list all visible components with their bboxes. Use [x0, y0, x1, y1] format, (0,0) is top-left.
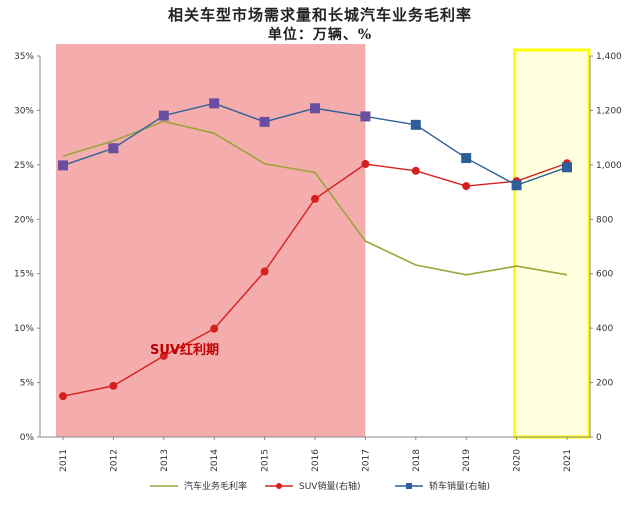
x-tick-label: 2016 — [311, 449, 321, 472]
right-tick-label: 1,000 — [596, 161, 622, 171]
chart-title: 相关车型市场需求量和长城汽车业务毛利率 — [167, 6, 472, 24]
x-tick-label: 2018 — [412, 449, 422, 472]
x-tick-label: 2011 — [59, 449, 69, 472]
series-2-point — [511, 180, 522, 191]
legend-swatch-marker — [276, 483, 282, 489]
left-tick-label: 25% — [14, 161, 34, 171]
highlight-band-recent-fill — [514, 50, 589, 437]
legend-swatch-marker — [406, 483, 412, 489]
x-tick-label: 2012 — [109, 449, 119, 472]
legend-label: 汽车业务毛利率 — [184, 480, 247, 492]
right-tick-label: 1,200 — [596, 106, 622, 116]
chart-subtitle: 单位：万辆、% — [267, 27, 373, 43]
series-1-point — [361, 160, 370, 169]
x-tick-label: 2015 — [261, 449, 271, 472]
series-2-point — [158, 110, 169, 121]
left-tick-label: 20% — [14, 215, 34, 225]
left-tick-label: 5% — [20, 379, 35, 389]
left-tick-label: 0% — [20, 433, 35, 443]
series-2-point — [360, 111, 371, 122]
right-tick-label: 200 — [596, 379, 613, 389]
left-tick-label: 35% — [14, 52, 34, 62]
annotation-suv-period: SUV红利期 — [150, 342, 219, 358]
series-line-0 — [62, 120, 568, 276]
series-2-point — [310, 103, 320, 114]
series-2-point — [461, 153, 472, 164]
series-1-point — [311, 194, 319, 203]
series-1-point — [109, 381, 118, 390]
series-2-point — [108, 143, 119, 154]
series-1-point — [59, 392, 67, 401]
x-tick-label: 2013 — [160, 449, 170, 472]
series-1-point — [260, 267, 269, 276]
left-tick-label: 15% — [14, 270, 34, 280]
x-tick-label: 2020 — [513, 449, 523, 472]
x-tick-label: 2021 — [563, 449, 573, 472]
series-2-point — [58, 160, 68, 171]
x-tick-label: 2017 — [361, 449, 371, 472]
series-2-point — [259, 116, 270, 127]
x-tick-label: 2014 — [210, 449, 220, 472]
series-2-point — [209, 98, 220, 109]
right-tick-label: 800 — [596, 215, 613, 225]
left-tick-label: 30% — [14, 106, 34, 116]
legend-label: SUV销量(右轴) — [299, 480, 360, 492]
series-2-point — [410, 119, 421, 130]
series-1-point — [159, 351, 168, 360]
right-tick-label: 600 — [596, 270, 613, 280]
series-1-point — [462, 182, 471, 191]
series-1-point — [411, 166, 420, 175]
series-1-point — [210, 324, 219, 333]
left-tick-label: 10% — [14, 324, 34, 334]
series-2-point — [562, 162, 572, 173]
right-tick-label: 0 — [596, 433, 602, 443]
legend-label: 轿车销量(右轴) — [429, 480, 490, 492]
x-tick-label: 2019 — [462, 449, 472, 472]
right-tick-label: 1,400 — [596, 52, 622, 62]
right-tick-label: 400 — [596, 324, 613, 334]
